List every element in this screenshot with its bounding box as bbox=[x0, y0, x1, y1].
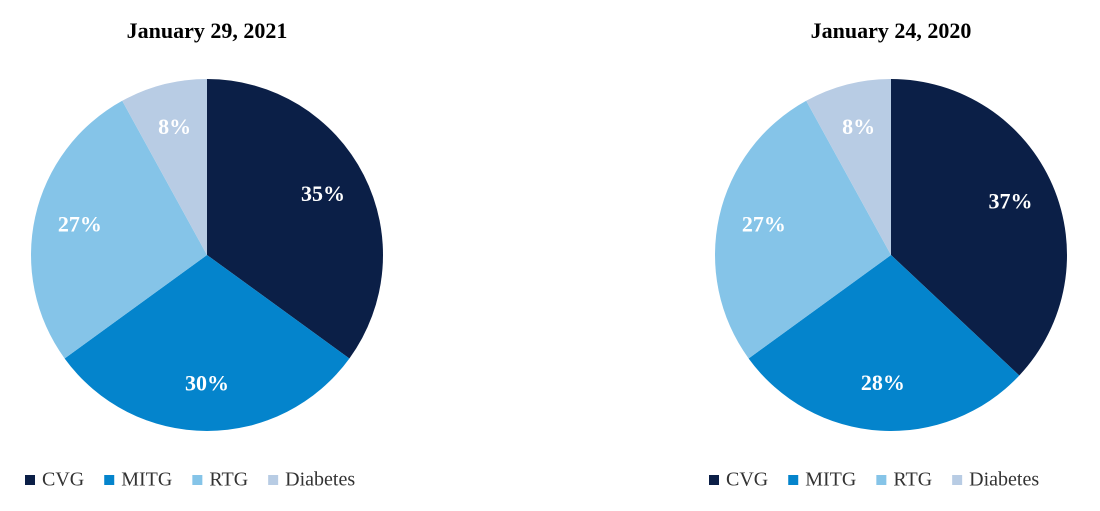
chart-title: January 24, 2020 bbox=[811, 18, 972, 43]
legend-label: RTG bbox=[209, 469, 248, 491]
legend-label: Diabetes bbox=[969, 469, 1039, 491]
slice-label: 8% bbox=[842, 114, 875, 139]
legend-swatch bbox=[709, 475, 719, 485]
legend-label: MITG bbox=[805, 469, 856, 491]
chart-title: January 29, 2021 bbox=[127, 18, 288, 43]
pie-slice bbox=[891, 79, 1067, 376]
pie-slice bbox=[806, 79, 891, 255]
legend-swatch bbox=[25, 475, 35, 485]
legend-label: RTG bbox=[893, 469, 932, 491]
legend-label: MITG bbox=[121, 469, 172, 491]
legend-label: Diabetes bbox=[285, 469, 355, 491]
pie-slice bbox=[715, 100, 891, 359]
slice-label: 37% bbox=[989, 188, 1033, 213]
legend-swatch bbox=[952, 475, 963, 485]
slice-label: 27% bbox=[742, 212, 786, 237]
pie-slice bbox=[207, 79, 384, 359]
legend-swatch bbox=[104, 475, 115, 485]
pie-slice bbox=[30, 100, 207, 359]
slice-label: 35% bbox=[301, 181, 345, 206]
legend-label: CVG bbox=[726, 469, 768, 491]
slice-label: 8% bbox=[158, 114, 191, 139]
slice-label: 30% bbox=[185, 370, 229, 395]
legend-swatch bbox=[192, 475, 203, 485]
legend-label: CVG bbox=[42, 469, 84, 491]
slice-label: 27% bbox=[58, 212, 102, 237]
pie-slice bbox=[748, 255, 1020, 431]
slice-label: 28% bbox=[861, 370, 905, 395]
pie-slice bbox=[64, 255, 350, 431]
pie-chart: January 24, 2020 37% 28% 27% 8% CVG MITG RTG Dia… bbox=[709, 18, 1067, 491]
legend-swatch bbox=[268, 475, 279, 485]
pie-slice bbox=[122, 79, 207, 255]
legend-swatch bbox=[788, 475, 799, 485]
legend-swatch bbox=[876, 475, 887, 485]
pie-chart: January 29, 2021 35% 30% 27% 8% CVG MITG RTG Dia… bbox=[25, 18, 384, 491]
